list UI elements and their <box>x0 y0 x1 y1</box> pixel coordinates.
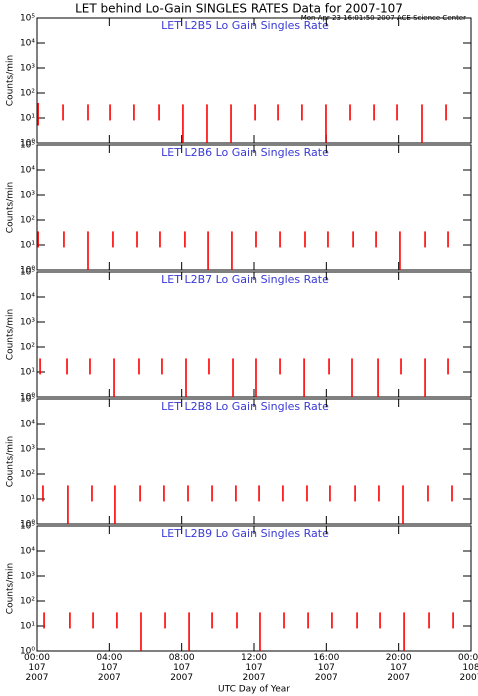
plot-frame <box>36 271 472 398</box>
y-tick-label: 10⁰ <box>20 520 35 530</box>
plot-frame <box>36 398 472 525</box>
y-tick-label: 10² <box>20 597 35 607</box>
y-tick-label: 10⁰ <box>20 266 35 276</box>
y-tick-label: 10¹ <box>20 241 35 251</box>
chart-title: LET behind Lo-Gain SINGLES RATES Data fo… <box>75 2 403 16</box>
y-axis-label: Counts/min <box>6 55 16 106</box>
x-tick-label: 00:00 107 2007 <box>24 653 50 683</box>
y-tick-label: 10³ <box>20 445 35 455</box>
y-tick-label: 10² <box>20 89 35 99</box>
y-axis-label: Counts/min <box>6 436 16 487</box>
y-tick-label: 10¹ <box>20 495 35 505</box>
panel-title: LET L2B9 Lo Gain Singles Rate <box>161 527 329 540</box>
y-tick-label: 10⁴ <box>20 166 35 176</box>
y-tick-label: 10² <box>20 470 35 480</box>
plot-frame <box>36 17 472 144</box>
panel-title: LET L2B5 Lo Gain Singles Rate <box>161 19 329 32</box>
y-tick-label: 10¹ <box>20 622 35 632</box>
x-tick-label: 00:001082007 <box>458 653 478 683</box>
y-tick-label: 10¹ <box>20 114 35 124</box>
y-tick-label: 10⁰ <box>20 139 35 149</box>
y-tick-label: 10⁴ <box>20 547 35 557</box>
y-tick-label: 10⁴ <box>20 39 35 49</box>
y-tick-label: 10⁵ <box>20 14 35 24</box>
panel-title: LET L2B7 Lo Gain Singles Rate <box>161 273 329 286</box>
y-tick-label: 10⁴ <box>20 420 35 430</box>
y-tick-label: 10⁵ <box>20 522 35 532</box>
y-tick-label: 10³ <box>20 191 35 201</box>
y-tick-label: 10⁵ <box>20 141 35 151</box>
y-tick-label: 10³ <box>20 572 35 582</box>
y-tick-label: 10¹ <box>20 368 35 378</box>
x-tick-label: 08:00 107 2007 <box>169 653 195 683</box>
y-tick-label: 10³ <box>20 318 35 328</box>
y-tick-label: 10⁵ <box>20 395 35 405</box>
panel-title: LET L2B8 Lo Gain Singles Rate <box>161 400 329 413</box>
x-tick-label: 16:00 107 2007 <box>313 653 339 683</box>
x-tick-label: 20:00 107 2007 <box>386 653 412 683</box>
y-tick-label: 10² <box>20 216 35 226</box>
x-tick-label: 04:00 107 2007 <box>96 653 122 683</box>
x-tick-label: 12:00 107 2007 <box>241 653 267 683</box>
x-axis-label: UTC Day of Year <box>218 685 290 695</box>
plot-frame <box>36 525 472 652</box>
y-tick-label: 10⁴ <box>20 293 35 303</box>
y-tick-label: 10² <box>20 343 35 353</box>
y-axis-label: Counts/min <box>6 182 16 233</box>
y-tick-label: 10⁰ <box>20 647 35 657</box>
y-axis-label: Counts/min <box>6 563 16 614</box>
y-tick-label: 10⁰ <box>20 393 35 403</box>
plot-frame <box>36 144 472 271</box>
y-axis-label: Counts/min <box>6 309 16 360</box>
y-tick-label: 10⁵ <box>20 268 35 278</box>
panel-title: LET L2B6 Lo Gain Singles Rate <box>161 146 329 159</box>
y-tick-label: 10³ <box>20 64 35 74</box>
